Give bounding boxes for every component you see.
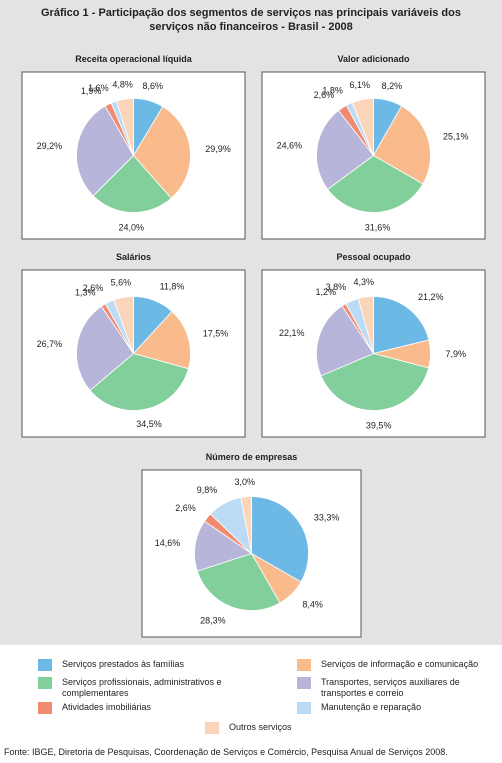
- value-label: 24,0%: [118, 222, 144, 232]
- value-label: 2,6%: [83, 283, 104, 293]
- legend-label: Transportes, serviços auxiliares de tran…: [321, 677, 460, 698]
- pie-slice: [373, 296, 430, 355]
- value-label: 7,9%: [445, 349, 466, 359]
- value-label: 26,7%: [37, 339, 63, 349]
- pie-slice: [357, 296, 374, 354]
- value-label: 6,1%: [350, 80, 371, 90]
- value-label: 1,6%: [88, 83, 109, 93]
- pie-slice: [327, 155, 424, 213]
- value-label: 28,3%: [200, 616, 226, 626]
- pie-slice: [196, 553, 281, 611]
- legend-item: Outros serviços: [205, 722, 325, 734]
- pie-slice: [320, 353, 430, 411]
- value-label: 34,5%: [136, 419, 162, 429]
- pie-slice: [316, 109, 375, 190]
- legend-label: Atividades imobiliárias: [62, 702, 152, 712]
- pie-slice: [76, 305, 135, 391]
- value-label: 8,4%: [302, 599, 323, 609]
- panel-title: Número de empresas: [206, 452, 298, 462]
- legend-item: Transportes, serviços auxiliares de tran…: [297, 677, 487, 699]
- pie-slice: [132, 310, 191, 370]
- value-label: 17,5%: [203, 329, 229, 339]
- value-label: 31,6%: [365, 222, 391, 232]
- value-label: 29,9%: [205, 144, 231, 154]
- pie-slice: [89, 353, 189, 411]
- value-label: 1,9%: [81, 86, 102, 96]
- pie-slice: [372, 105, 431, 185]
- value-label: 3,0%: [234, 477, 255, 487]
- legend-item: Atividades imobiliárias: [38, 702, 228, 714]
- legend-item: Serviços prestados às famílias: [38, 659, 228, 671]
- value-label: 8,6%: [142, 81, 163, 91]
- legend-item: Serviços de informação e comunicação: [297, 659, 487, 671]
- title-line: Gráfico 1 - Participação dos segmentos d…: [40, 7, 461, 19]
- value-label: 21,2%: [418, 292, 444, 302]
- legend-swatch: [38, 702, 52, 714]
- legend-swatch: [38, 659, 52, 671]
- value-label: 11,8%: [160, 281, 185, 291]
- value-label: 4,8%: [112, 79, 133, 89]
- panel-title: Salários: [116, 252, 151, 262]
- value-label: 25,1%: [443, 132, 469, 142]
- legend-label: Serviços de informação e comunicação: [321, 659, 479, 669]
- value-label: 14,6%: [155, 538, 181, 548]
- legend-label: Manutenção e reparação: [321, 702, 422, 712]
- pie-slice: [251, 496, 309, 583]
- legend-swatch: [38, 677, 52, 689]
- legend-label: Serviços prestados às famílias: [62, 659, 185, 669]
- pie-slice: [316, 305, 375, 377]
- legend-label: Outros serviços: [229, 722, 292, 732]
- value-label: 39,5%: [366, 420, 392, 430]
- value-label: 1,8%: [322, 85, 343, 95]
- value-label: 5,6%: [111, 278, 132, 288]
- panel-title: Valor adicionado: [337, 54, 410, 64]
- legend-swatch: [297, 659, 311, 671]
- pie-slice: [116, 98, 134, 156]
- legend-swatch: [205, 722, 219, 734]
- value-label: 2,6%: [175, 503, 196, 513]
- value-label: 4,3%: [354, 277, 375, 287]
- pie-slice: [92, 154, 172, 213]
- pie-slice: [113, 296, 134, 354]
- pie-slice: [194, 520, 253, 572]
- value-label: 1,3%: [75, 287, 96, 297]
- value-label: 1,2%: [316, 287, 337, 297]
- value-label: 33,3%: [314, 512, 340, 522]
- value-label: 29,2%: [37, 141, 63, 151]
- legend-label: Serviços profissionais, administrativos …: [62, 677, 222, 698]
- pie-slice: [240, 496, 252, 554]
- value-label: 2,6%: [314, 90, 335, 100]
- pie-slice: [351, 98, 374, 156]
- value-label: 24,6%: [277, 141, 303, 151]
- title-line: serviços não financeiros - Brasil - 2008: [149, 21, 353, 33]
- legend-item: Manutenção e reparação: [297, 702, 487, 714]
- chart-title: Gráfico 1 - Participação dos segmentos d…: [0, 6, 502, 34]
- panel-title: Receita operacional líquida: [75, 54, 193, 64]
- pie-slice: [76, 105, 134, 197]
- legend-swatch: [297, 702, 311, 714]
- source: Fonte: IBGE, Diretoria de Pesquisas, Coo…: [4, 747, 448, 757]
- value-label: 22,1%: [279, 328, 305, 338]
- legend-item: Serviços profissionais, administrativos …: [38, 677, 228, 699]
- pie-slice: [133, 106, 191, 199]
- value-label: 9,8%: [197, 485, 218, 495]
- value-label: 8,2%: [382, 81, 403, 91]
- value-label: 3,8%: [326, 282, 347, 292]
- panel-title: Pessoal ocupado: [336, 252, 411, 262]
- legend-swatch: [297, 677, 311, 689]
